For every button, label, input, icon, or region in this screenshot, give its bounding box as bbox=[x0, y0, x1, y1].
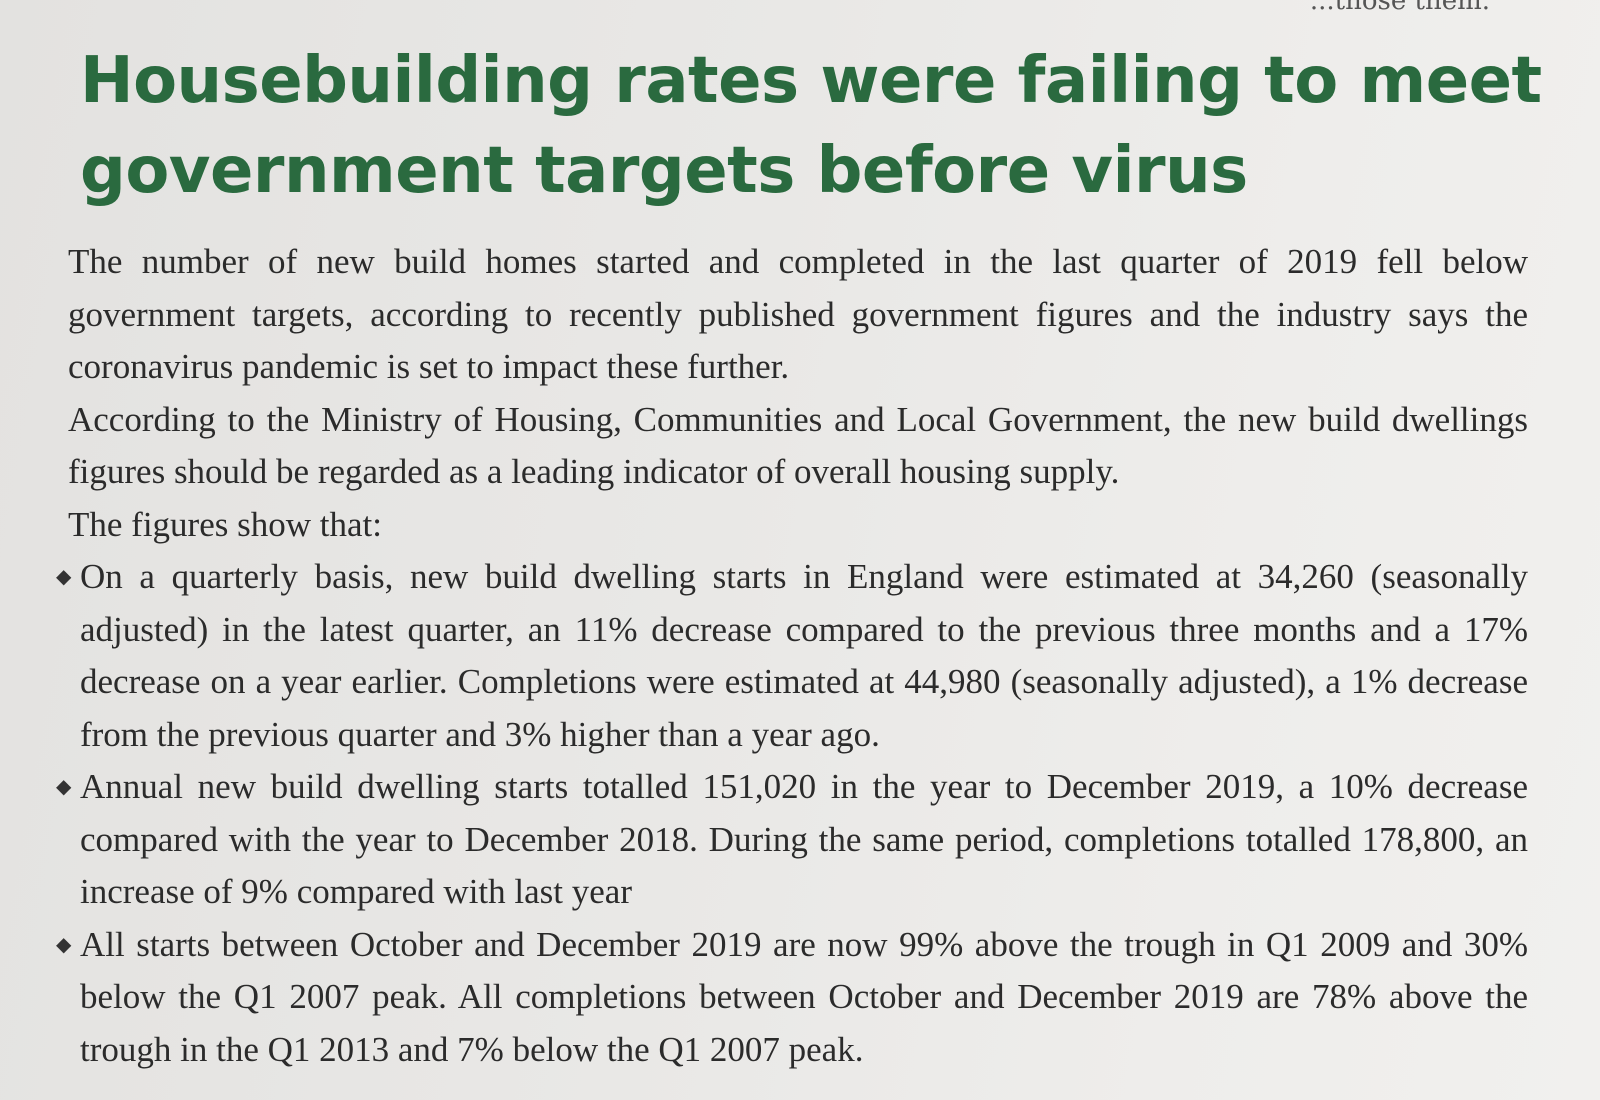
bullet-text-trough-peak: All starts between October and December … bbox=[80, 924, 1528, 1069]
cut-off-previous-text: ...those them. bbox=[1309, 0, 1490, 16]
list-item: ◆ Annual new build dwelling starts total… bbox=[56, 761, 1528, 919]
headline-line-1: Housebuilding rates were failing to meet bbox=[80, 44, 1542, 118]
bullet-text-annual: Annual new build dwelling starts totalle… bbox=[80, 767, 1528, 911]
headline: Housebuilding rates were failing to meet… bbox=[80, 36, 1542, 216]
intro-paragraph: The number of new build homes started an… bbox=[68, 242, 1528, 386]
bullet-diamond-icon: ◆ bbox=[56, 776, 72, 798]
list-item: ◆ All starts between October and Decembe… bbox=[56, 919, 1528, 1077]
bullet-diamond-icon: ◆ bbox=[56, 566, 72, 588]
figures-list: ◆ On a quarterly basis, new build dwelli… bbox=[56, 551, 1528, 1077]
bullet-text-quarterly: On a quarterly basis, new build dwelling… bbox=[80, 557, 1528, 754]
bullet-diamond-icon: ◆ bbox=[56, 933, 72, 956]
ministry-paragraph: According to the Ministry of Housing, Co… bbox=[68, 399, 1528, 492]
list-item: ◆ On a quarterly basis, new build dwelli… bbox=[56, 551, 1528, 761]
article-body: The number of new build homes started an… bbox=[56, 236, 1528, 1077]
headline-line-2: government targets before virus bbox=[80, 134, 1248, 208]
figures-intro: The figures show that: bbox=[68, 504, 382, 544]
